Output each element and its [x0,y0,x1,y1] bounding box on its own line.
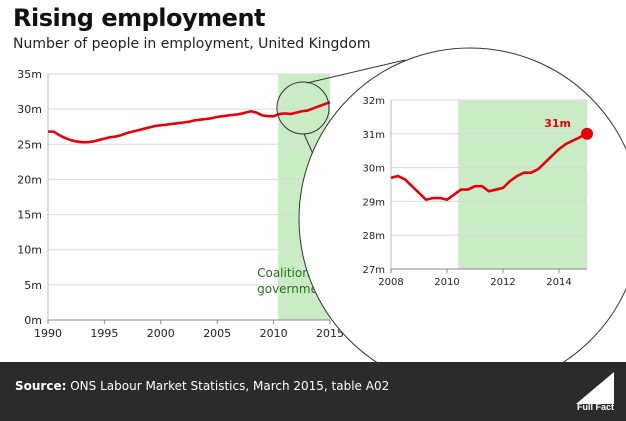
y-tick-label: 5m [24,279,42,292]
inset-y-tick-label: 28m [363,231,385,242]
inset-y-tick-label: 29m [363,197,385,208]
x-tick-label: 1990 [34,327,62,340]
x-tick-label: 2010 [260,327,288,340]
y-tick-label: 30m [17,103,42,116]
inset-x-tick-label: 2012 [490,277,515,288]
y-tick-label: 25m [17,138,42,151]
inset-y-tick-label: 31m [363,130,385,141]
chart-area: 0m 5m 10m 15m 20m 25m 30m 35m 1990 1995 2000 2005 20… [17,47,626,362]
inset-y-tick-label: 30m [363,164,385,175]
x-tick-label: 2015 [316,327,344,340]
x-tick-label: 2005 [203,327,231,340]
zoom-source-circle [276,81,330,135]
y-tick-label: 20m [17,173,42,186]
source-label: Source: [15,379,67,393]
inset-x-tick-label: 2010 [434,277,459,288]
inset-y-tick-label: 27m [363,265,385,276]
full-fact-logo: Full Fact [570,368,618,416]
logo-icon [576,372,614,404]
y-tick-label: 0m [24,314,42,327]
coalition-label-line1: Coalition [257,266,310,280]
y-tick-label: 35m [17,68,42,81]
footer: Source: ONS Labour Market Statistics, Ma… [0,362,626,421]
latest-value-marker [581,127,593,140]
inset-y-tick-label: 32m [363,96,385,107]
inset-employment-line [390,132,588,202]
inset-x-tick-label: 2014 [546,277,571,288]
employment-line [48,100,331,144]
y-tick-label: 10m [17,244,42,257]
inset-coalition-shaded-region [458,100,587,269]
x-tick-label: 1995 [90,327,118,340]
source-citation: ONS Labour Market Statistics, March 2015… [70,379,390,393]
chart-title: Rising employment [13,4,266,32]
chart-subtitle: Number of people in employment, United K… [13,36,371,52]
zoom-connector-top [306,59,406,84]
latest-value-label: 31m [544,117,571,130]
x-tick-label: 2000 [147,327,175,340]
y-tick-label: 15m [17,209,42,222]
inset-x-tick-label: 2008 [378,277,403,288]
source-text: Source: ONS Labour Market Statistics, Ma… [15,379,389,393]
brand-name: Full Fact [576,402,614,412]
